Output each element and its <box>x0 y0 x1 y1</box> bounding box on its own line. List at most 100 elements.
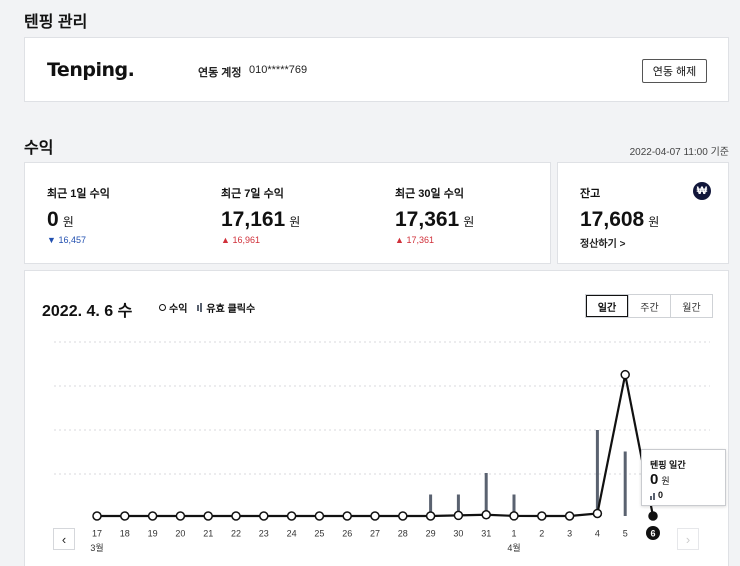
linked-account-label: 연동 계정 <box>198 67 242 79</box>
legend-bar-icon <box>197 304 200 311</box>
tooltip-value: 0 <box>650 471 659 488</box>
stat-value: 0 <box>47 208 59 231</box>
click-bar <box>512 494 516 516</box>
revenue-point <box>147 511 158 521</box>
x-tick-label: 30 <box>453 529 463 539</box>
x-tick-label: 26 <box>342 529 352 539</box>
x-tick-label: 27 <box>370 529 380 539</box>
triangle-up-icon: ▲ <box>221 235 230 245</box>
stat-unit: 원 <box>463 215 475 229</box>
settle-link[interactable]: 정산하기 > <box>580 239 626 250</box>
stat-label: 최근 30일 수익 <box>395 188 464 200</box>
tab-weekly[interactable]: 주간 <box>628 295 670 317</box>
account-card: Tenping. 연동 계정 010*****769 연동 해제 <box>24 37 729 102</box>
legend-clicks: 유효 클릭수 <box>206 304 256 315</box>
stat-value: 17,161 <box>221 208 286 231</box>
clicks-bar-icon <box>653 493 655 500</box>
stat-7day: 최근 7일 수익 17,161 원 ▲ 16,961 <box>221 185 300 245</box>
x-tick-label: 5 <box>623 529 628 539</box>
balance-label: 잔고 <box>580 188 601 200</box>
period-tabs: 일간 주간 월간 <box>585 294 713 318</box>
stat-unit: 원 <box>62 215 74 229</box>
x-tick-label: 4 <box>595 529 600 539</box>
click-bar <box>429 494 433 516</box>
stat-delta-value: 17,361 <box>406 235 434 245</box>
page-title: 텐핑 관리 <box>24 14 88 31</box>
chart-legend: 수익 유효 클릭수 <box>159 300 255 315</box>
stat-value-row: 17,161 원 <box>221 208 300 232</box>
stat-value: 17,361 <box>395 208 460 231</box>
tab-monthly[interactable]: 월간 <box>670 295 712 317</box>
triangle-down-icon: ▼ <box>47 235 56 245</box>
legend-circle-icon <box>159 304 166 311</box>
stat-delta: ▲ 17,361 <box>395 235 474 245</box>
x-tick-label: 2 <box>539 529 544 539</box>
linked-account-value: 010*****769 <box>249 64 308 76</box>
balance-block: 잔고 17,608 원 정산하기 > <box>580 185 659 250</box>
revenue-point <box>453 510 464 521</box>
x-tick-label: 25 <box>314 529 324 539</box>
stat-delta-value: 16,457 <box>58 235 86 245</box>
tooltip-clicks: 0 <box>658 490 664 500</box>
chart-date-label: 2022. 4. 6 수 <box>42 303 133 320</box>
revenue-point <box>564 511 575 521</box>
revenue-point <box>120 511 130 521</box>
revenue-point <box>509 511 519 521</box>
selected-day-marker <box>646 526 660 540</box>
tab-daily[interactable]: 일간 <box>586 295 628 317</box>
month-label: 3월 <box>90 542 103 553</box>
revenue-point <box>398 511 408 521</box>
click-bar <box>623 451 627 516</box>
revenue-point <box>592 508 603 519</box>
legend-bar-icon <box>200 303 203 312</box>
chart-bars <box>429 430 627 516</box>
revenue-point <box>314 511 325 521</box>
stat-unit: 원 <box>289 215 301 229</box>
x-tick-label: 28 <box>398 529 408 539</box>
revenue-point <box>231 511 241 521</box>
tooltip-unit: 원 <box>661 476 670 486</box>
x-tick-label: 17 <box>92 529 102 539</box>
chevron-left-icon: ‹ <box>61 531 67 547</box>
x-tick-label: 31 <box>481 529 491 539</box>
as-of-timestamp: 2022-04-07 11:00 기준 <box>629 147 729 158</box>
chart-next-button[interactable]: › <box>677 528 699 550</box>
clicks-bar-icon <box>650 496 652 500</box>
x-tick-label: 3 <box>567 529 572 539</box>
month-label: 4월 <box>507 542 520 553</box>
won-icon: ₩ <box>693 182 711 200</box>
chart-line <box>97 373 655 518</box>
balance-value: 17,608 <box>580 208 645 231</box>
stat-delta: ▼ 16,457 <box>47 235 110 245</box>
click-bar <box>595 430 599 516</box>
revenue-point <box>425 511 436 521</box>
balance-value-row: 17,608 원 <box>580 208 659 232</box>
chart-points <box>92 369 658 521</box>
revenue-point <box>286 511 297 521</box>
revenue-line <box>97 373 655 518</box>
x-tick-label: 18 <box>120 529 130 539</box>
revenue-point <box>92 511 102 521</box>
revenue-point-selected <box>648 511 658 521</box>
click-bar <box>456 494 460 516</box>
revenue-point <box>203 511 213 521</box>
triangle-up-icon: ▲ <box>395 235 404 245</box>
x-tick-label: 29 <box>426 529 436 539</box>
stat-value-row: 17,361 원 <box>395 208 474 232</box>
tenping-logo: Tenping. <box>47 59 135 81</box>
balance-unit: 원 <box>648 215 660 229</box>
x-tick-label: 20 <box>175 529 185 539</box>
revenue-point <box>620 369 630 380</box>
stat-delta: ▲ 16,961 <box>221 235 300 245</box>
x-tick-label: 1 <box>511 529 516 539</box>
unlink-button[interactable]: 연동 해제 <box>642 59 707 83</box>
revenue-point <box>537 511 547 521</box>
chart-prev-button[interactable]: ‹ <box>53 528 75 550</box>
revenue-section-title: 수익 <box>24 140 54 157</box>
revenue-point <box>481 509 491 520</box>
revenue-point <box>259 511 269 521</box>
